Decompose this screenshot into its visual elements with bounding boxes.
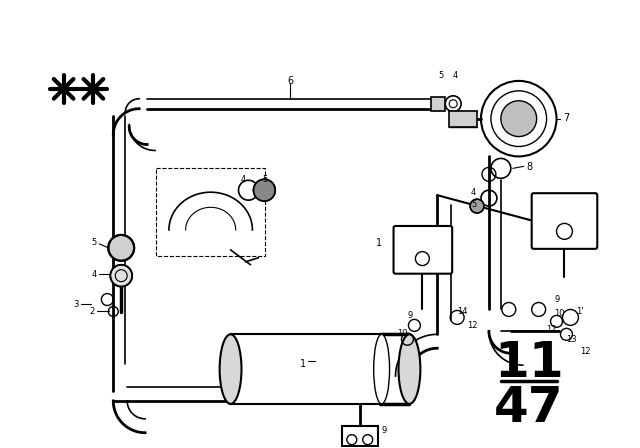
Text: 9: 9 — [554, 294, 560, 304]
Text: 10: 10 — [397, 329, 408, 338]
FancyBboxPatch shape — [394, 226, 452, 274]
Text: 11: 11 — [494, 339, 564, 387]
Text: 5: 5 — [262, 175, 268, 184]
Text: 1: 1 — [376, 238, 382, 248]
Text: 1': 1' — [577, 307, 584, 316]
Text: 47: 47 — [494, 384, 563, 432]
Bar — [230, 334, 410, 404]
Text: 5: 5 — [438, 71, 444, 80]
Text: 14: 14 — [457, 307, 468, 316]
Ellipse shape — [374, 334, 390, 404]
Text: 1: 1 — [300, 359, 307, 369]
Text: 3: 3 — [74, 300, 79, 309]
Text: 5: 5 — [471, 200, 476, 209]
Text: 4: 4 — [92, 270, 97, 279]
Ellipse shape — [399, 334, 420, 404]
Ellipse shape — [220, 334, 241, 404]
Text: 5: 5 — [92, 238, 97, 247]
Circle shape — [108, 235, 134, 261]
Bar — [156, 168, 266, 256]
Text: 13: 13 — [566, 335, 577, 345]
Bar — [342, 426, 378, 446]
Text: 8: 8 — [527, 162, 533, 172]
Text: 4: 4 — [471, 188, 476, 197]
Circle shape — [501, 101, 537, 137]
Text: 9: 9 — [408, 311, 413, 320]
Circle shape — [470, 199, 484, 213]
Text: 7: 7 — [563, 113, 570, 123]
Text: 12: 12 — [580, 347, 591, 356]
Circle shape — [110, 265, 132, 287]
Bar — [449, 111, 477, 127]
Text: 12: 12 — [467, 321, 477, 330]
Text: 9: 9 — [381, 426, 387, 435]
Text: 6: 6 — [287, 76, 293, 86]
Text: 2: 2 — [90, 307, 95, 316]
Text: 12: 12 — [547, 325, 557, 334]
Text: 4: 4 — [452, 71, 458, 80]
Bar — [431, 97, 445, 111]
Text: 10: 10 — [554, 310, 565, 319]
Text: 4: 4 — [241, 175, 246, 184]
FancyBboxPatch shape — [532, 193, 597, 249]
Circle shape — [253, 179, 275, 201]
